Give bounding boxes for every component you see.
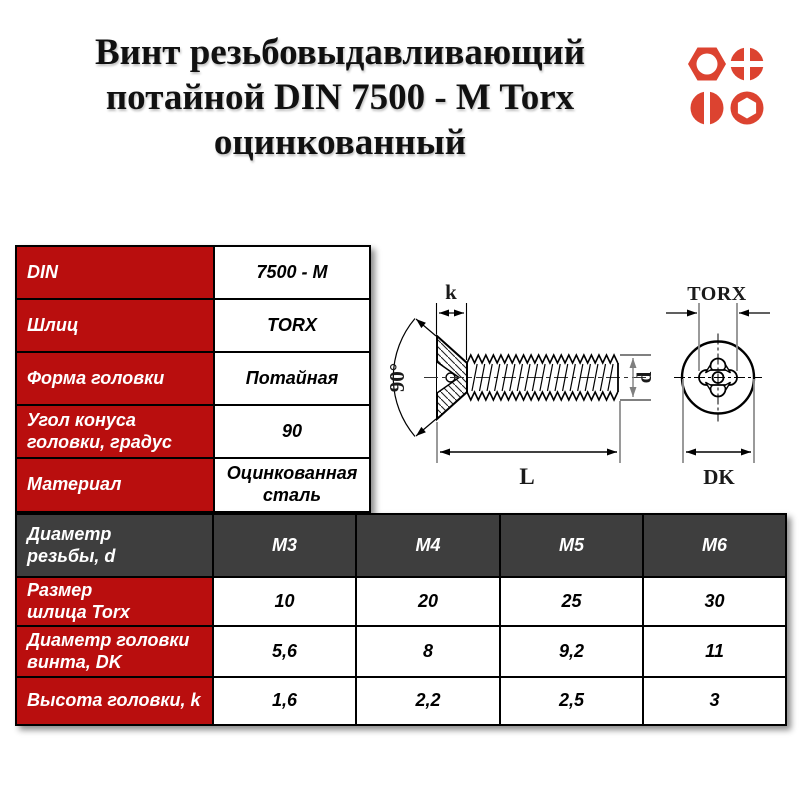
head-diameter-m3: 5,6 (212, 625, 357, 678)
size-table: Диаметр резьбы, d M3 M4 M5 M6 Размер шли… (15, 513, 787, 726)
size-header-m3: M3 (212, 513, 357, 578)
spec-row-cone-angle: Угол конуса головки, градус 90 (15, 404, 371, 459)
head-diameter-m4: 8 (355, 625, 501, 678)
head-height-m6: 3 (642, 676, 787, 726)
dim-label-l: L (519, 464, 534, 489)
spec-value-head-shape: Потайная (213, 351, 371, 406)
dim-label-dk: DK (703, 465, 735, 489)
spec-label-drive: Шлиц (15, 298, 215, 353)
torx-size-m4: 20 (355, 576, 501, 627)
size-row-head-height: Высота головки, k 1,6 2,2 2,5 3 (15, 676, 787, 726)
size-header-m4: M4 (355, 513, 501, 578)
size-label-head-height: Высота головки, k (15, 676, 214, 726)
spec-label-cone-angle: Угол конуса головки, градус (15, 404, 215, 459)
size-row-head-diameter: Диаметр головки винта, DK 5,6 8 9,2 11 (15, 625, 787, 678)
spec-value-din: 7500 - M (213, 245, 371, 300)
phillips-head-icon (729, 46, 765, 82)
size-table-header-row: Диаметр резьбы, d M3 M4 M5 M6 (15, 513, 787, 578)
dimension-l: L (436, 401, 621, 489)
dim-label-k: k (445, 280, 457, 304)
page-title: Винт резьбовыдавливающий потайной DIN 75… (10, 30, 670, 165)
spec-value-material: Оцинкованная сталь (213, 457, 371, 513)
dim-label-torx: TORX (687, 283, 746, 305)
head-diameter-m6: 11 (642, 625, 787, 678)
screw-thread (466, 353, 619, 402)
slotted-head-icon (690, 90, 724, 126)
spec-value-drive: TORX (213, 298, 371, 353)
size-label-head-diameter: Диаметр головки винта, DK (15, 625, 214, 678)
dimension-angle: 90° (385, 318, 437, 437)
head-diameter-m5: 9,2 (499, 625, 644, 678)
spec-label-din: DIN (15, 245, 215, 300)
spec-row-drive: Шлиц TORX (15, 298, 371, 353)
spec-label-material: Материал (15, 457, 215, 513)
head-height-m3: 1,6 (212, 676, 357, 726)
size-row-torx-size: Размер шлица Torx 10 20 25 30 (15, 576, 787, 627)
head-height-m5: 2,5 (499, 676, 644, 726)
dimension-torx: TORX (666, 283, 770, 371)
technical-drawing: k 90° L d (385, 280, 770, 489)
torx-size-m6: 30 (642, 576, 787, 627)
dimension-d: d (620, 354, 656, 401)
title-line-2: потайной DIN 7500 - M Torx (105, 77, 575, 118)
spec-label-head-shape: Форма головки (15, 351, 215, 406)
size-header-m5: M5 (499, 513, 644, 578)
title-line-1: Винт резьбовыдавливающий (94, 32, 586, 73)
spec-row-din: DIN 7500 - M (15, 245, 371, 300)
hex-socket-icon (730, 91, 764, 125)
brand-logo (688, 46, 765, 126)
torx-size-m3: 10 (212, 576, 357, 627)
head-height-m4: 2,2 (355, 676, 501, 726)
size-header-m6: M6 (642, 513, 787, 578)
dimension-dk: DK (682, 379, 755, 489)
torx-size-m5: 25 (499, 576, 644, 627)
screw-front-view (674, 333, 762, 422)
spec-row-material: Материал Оцинкованная сталь (15, 457, 371, 513)
size-header-corner: Диаметр резьбы, d (15, 513, 214, 578)
title-line-3: оцинкованный (213, 122, 467, 163)
dim-label-angle: 90° (385, 363, 409, 392)
spec-table: DIN 7500 - M Шлиц TORX Форма головки Пот… (15, 245, 371, 513)
spec-row-head-shape: Форма головки Потайная (15, 351, 371, 406)
spec-value-cone-angle: 90 (213, 404, 371, 459)
size-label-torx-size: Размер шлица Torx (15, 576, 214, 627)
hex-nut-icon (688, 47, 726, 81)
screw-side-view (424, 333, 650, 422)
dimension-k: k (435, 280, 468, 360)
dim-label-d: d (632, 371, 656, 383)
